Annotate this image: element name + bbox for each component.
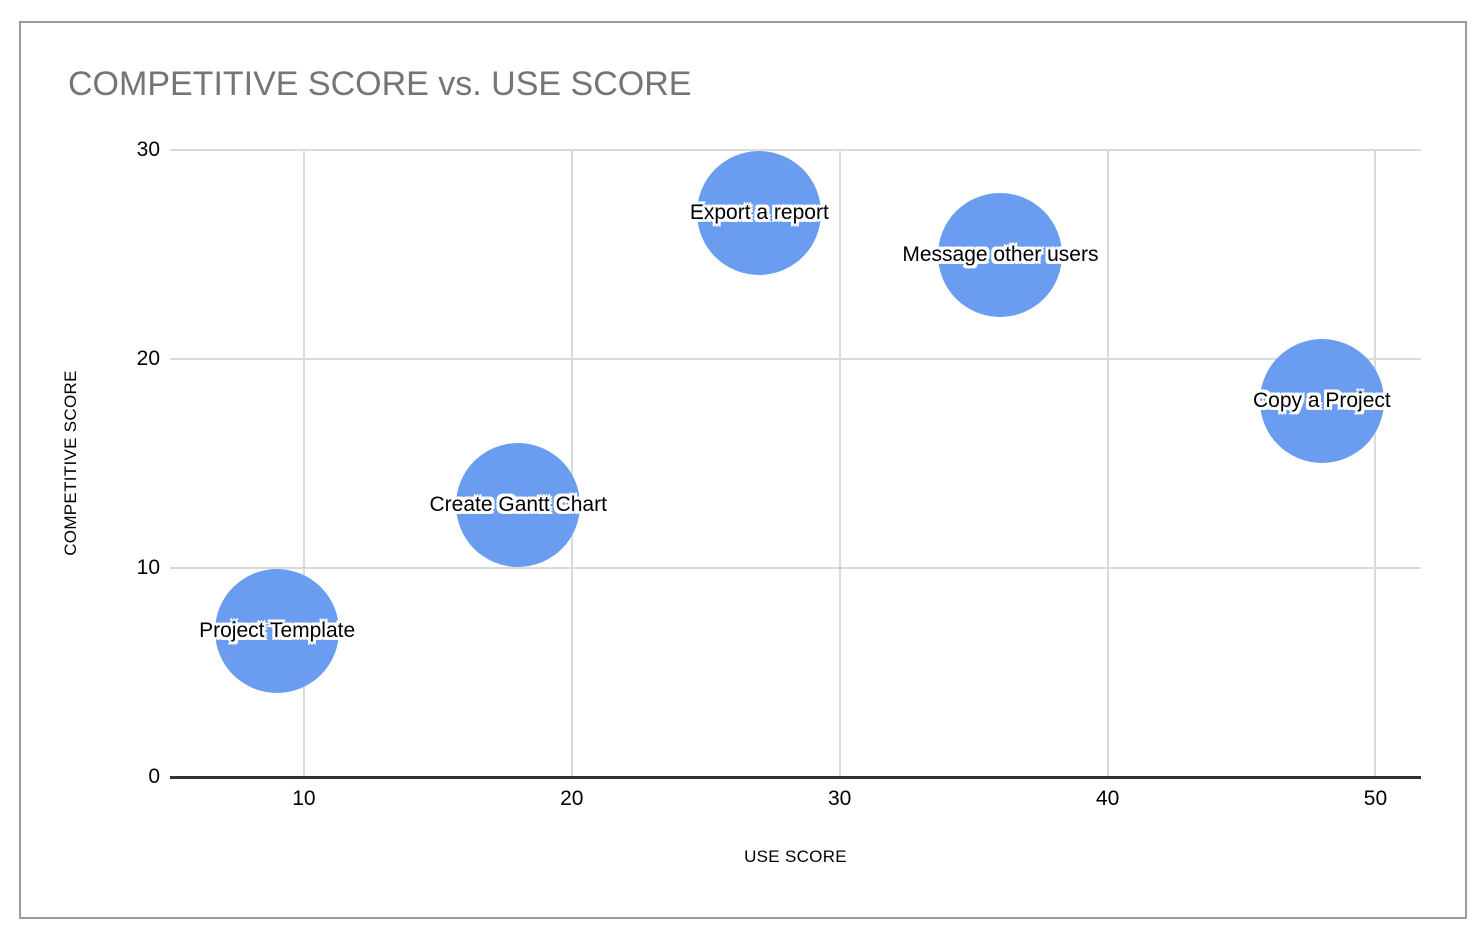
- y-tick-label-20: 20: [136, 347, 160, 370]
- y-tick-label-10: 10: [136, 556, 160, 579]
- bubble-1[interactable]: [456, 443, 581, 568]
- y-tick-label-0: 0: [148, 765, 160, 788]
- x-tick-label-30: 30: [828, 787, 852, 810]
- gridline-y-10: [170, 567, 1421, 569]
- gridline-y-30: [170, 149, 1421, 151]
- x-axis-line: [170, 776, 1421, 779]
- x-tick-label-40: 40: [1095, 787, 1120, 810]
- bubble-label-0: Project Template: [199, 618, 356, 642]
- gridline-x-50: [1374, 150, 1377, 777]
- bubble-0[interactable]: [215, 568, 340, 693]
- chart-title: COMPETITIVE SCORE vs. USE SCORE: [68, 65, 692, 103]
- y-axis-title: COMPETITIVE SCORE: [61, 370, 80, 556]
- gridline-x-10: [302, 150, 305, 777]
- x-tick-label-50: 50: [1363, 787, 1388, 810]
- gridline-x-30: [838, 150, 841, 777]
- bubble-2[interactable]: [697, 150, 822, 275]
- bubble-label-1: Create Gantt Chart: [429, 493, 607, 517]
- bubble-label-3: Message other users: [902, 242, 1099, 266]
- gridline-x-20: [570, 150, 573, 777]
- bubble-label-4: Copy a Project: [1253, 388, 1391, 412]
- x-axis-title: USE SCORE: [744, 847, 847, 866]
- gridline-y-20: [170, 358, 1421, 360]
- bubble-3[interactable]: [938, 192, 1063, 317]
- y-tick-label-30: 30: [136, 138, 160, 161]
- gridline-x-40: [1106, 150, 1109, 777]
- bubble-label-2: Export a report: [689, 200, 829, 224]
- x-tick-label-20: 20: [560, 787, 584, 810]
- bubble-4[interactable]: [1259, 338, 1384, 463]
- x-tick-label-10: 10: [292, 787, 316, 810]
